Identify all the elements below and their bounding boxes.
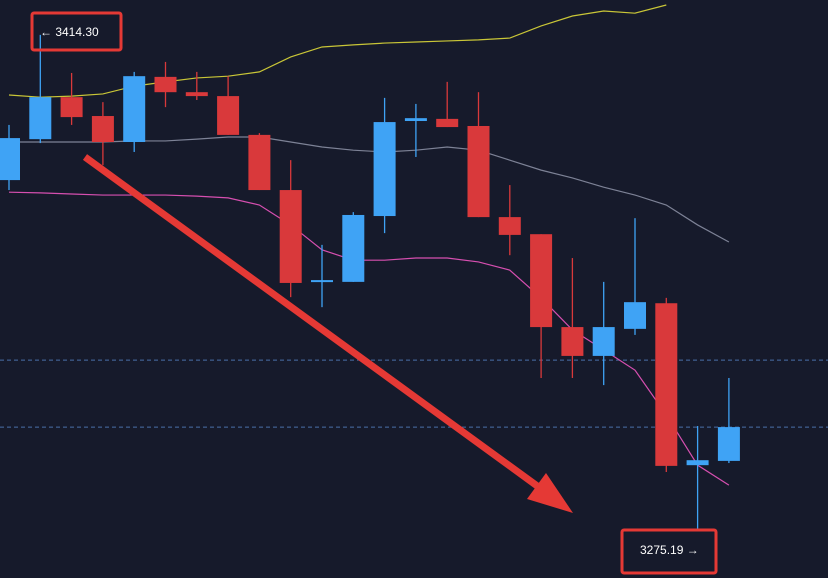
candle-body (248, 134, 271, 191)
plot (0, 4, 828, 530)
candle-body (311, 280, 333, 283)
candle-body (624, 302, 646, 329)
candle-body (279, 190, 302, 283)
candle-body (0, 138, 20, 181)
candle-body (530, 234, 553, 328)
indicator-line (9, 136, 730, 243)
candle-body (655, 303, 678, 466)
high-label: ← 3414.30 (40, 25, 99, 39)
candle-body (123, 76, 146, 143)
candle-body (561, 327, 584, 356)
candle-body (686, 460, 709, 466)
candle-body (342, 214, 365, 282)
candle-body (91, 116, 114, 143)
indicator-line (8, 4, 667, 98)
low-label: 3275.19 → (640, 543, 699, 557)
candle-body (185, 92, 208, 97)
candle-body (498, 217, 521, 235)
candle-body (404, 118, 427, 122)
trend-arrow (82, 154, 543, 491)
candle-body (467, 125, 490, 218)
candle-body (60, 97, 83, 118)
candle-body (29, 97, 52, 140)
candle-body (717, 427, 740, 461)
trend-arrow-head (527, 473, 573, 513)
candle-body (217, 96, 240, 135)
indicator-line (8, 191, 730, 486)
highlight-box (30, 11, 123, 52)
candle-body (592, 327, 615, 356)
candle-body (373, 122, 396, 217)
candle-body (436, 118, 459, 128)
candle-body (154, 76, 177, 93)
highlight-box (620, 528, 718, 575)
